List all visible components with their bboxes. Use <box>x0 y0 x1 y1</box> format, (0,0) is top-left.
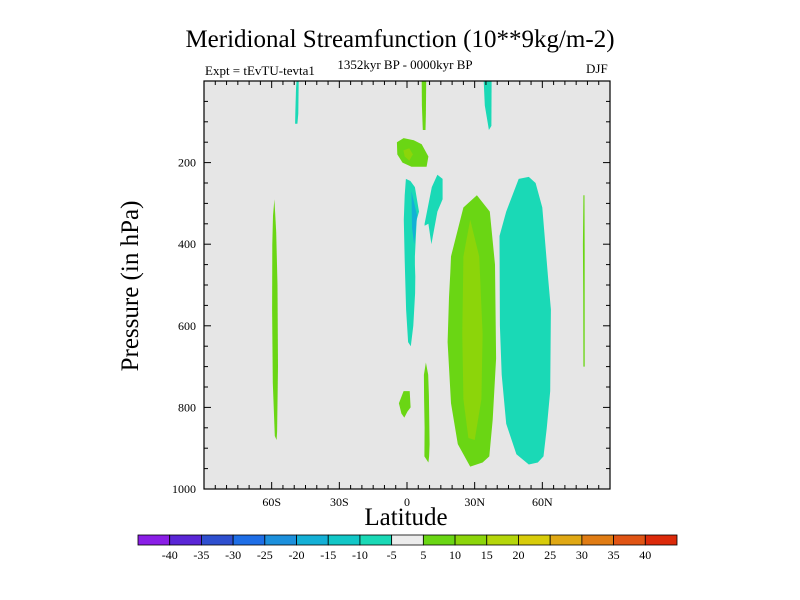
colorbar-swatch <box>454 534 488 546</box>
contour-band-30N-upper <box>483 81 492 130</box>
x-axis-label: Latitude <box>364 504 448 531</box>
colorbar-swatch <box>264 534 297 546</box>
period-label: 1352kyr BP - 0000kyr BP <box>337 57 473 72</box>
y-tick-label: 800 <box>178 400 196 414</box>
y-tick-label: 1000 <box>172 482 196 496</box>
chart-title: Meridional Streamfunction (10**9kg/m-2) <box>185 26 615 53</box>
colorbar-swatch <box>581 534 614 546</box>
colorbar-swatch <box>391 534 424 546</box>
y-tick-label: 600 <box>178 319 196 333</box>
season-label: DJF <box>586 61 608 76</box>
colorbar-label: -25 <box>257 548 273 562</box>
colorbar-label: 35 <box>608 548 620 562</box>
contour-cell-eq-200 <box>396 138 429 167</box>
y-tick-label: 400 <box>178 237 196 251</box>
contour-cell-30N-core <box>462 219 483 440</box>
colorbar-label: -35 <box>193 548 209 562</box>
contour-band-5N-upper <box>421 81 427 130</box>
colorbar-label: -5 <box>387 548 397 562</box>
contour-band-78N <box>582 195 585 367</box>
colorbar-label: 40 <box>639 548 651 562</box>
colorbar-swatch <box>644 534 678 546</box>
contour-cell-eq-800 <box>398 391 411 418</box>
colorbar-label: -15 <box>320 548 336 562</box>
contour-band-55N <box>499 176 551 465</box>
colorbar-swatch <box>137 534 171 546</box>
colorbar-label: -30 <box>225 548 241 562</box>
colorbar-swatch <box>549 534 583 546</box>
colorbar-swatch <box>422 534 456 546</box>
colorbar-swatch <box>232 534 266 546</box>
contour-cell-eq-negative-core <box>411 191 418 245</box>
colorbar-swatch <box>296 534 329 546</box>
colorbar-swatch <box>169 534 202 546</box>
x-tick-label: 60N <box>532 495 553 509</box>
contour-band-60S <box>272 199 278 440</box>
colorbar-label: 10 <box>449 548 461 562</box>
colorbar-label: 20 <box>512 548 524 562</box>
colorbar-swatch <box>327 534 361 546</box>
colorbar-label: 30 <box>576 548 588 562</box>
contour-band-45S-shallow <box>295 81 299 124</box>
colorbar-swatch <box>613 534 646 546</box>
x-tick-label: 60S <box>262 495 281 509</box>
colorbar-label: -10 <box>352 548 368 562</box>
x-tick-label: 0 <box>404 495 410 509</box>
contour-band-10N-negative <box>424 174 443 245</box>
y-tick-label: 200 <box>178 156 196 170</box>
colorbar-label: 5 <box>420 548 426 562</box>
colorbar-swatch <box>518 534 551 546</box>
x-tick-label: 30N <box>464 495 485 509</box>
colorbar-swatch <box>359 534 393 546</box>
colorbar-label: 15 <box>481 548 493 562</box>
colorbar-label: -40 <box>162 548 178 562</box>
colorbar-label: 25 <box>544 548 556 562</box>
contour-cell-eq-200-core <box>403 148 413 161</box>
x-tick-label: 30S <box>330 495 349 509</box>
experiment-label: Expt = tEvTU-tevta1 <box>205 63 315 78</box>
colorbar-label: -20 <box>289 548 305 562</box>
colorbar-swatch <box>486 534 519 546</box>
colorbar-swatch <box>201 534 234 546</box>
contour-band-8N-lower <box>423 362 430 463</box>
